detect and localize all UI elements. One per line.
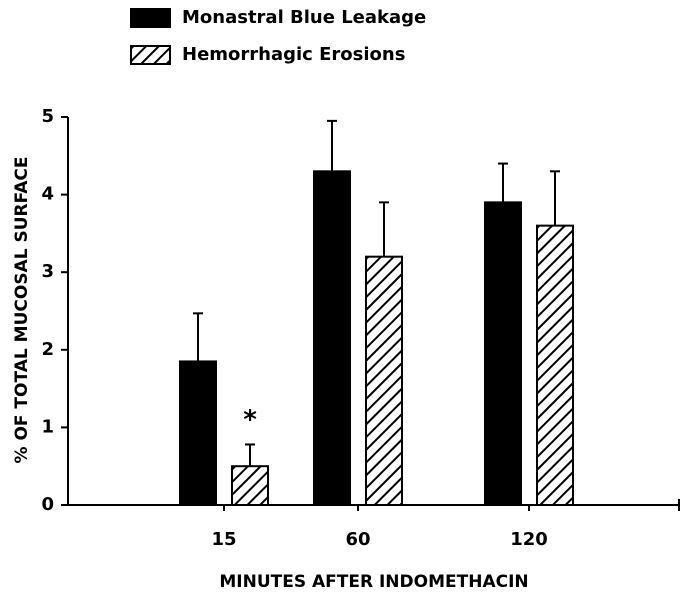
bar: [179, 360, 217, 506]
legend-swatch: [130, 45, 171, 65]
x-tick-label: 15: [211, 529, 236, 550]
y-tick-label: 1: [41, 416, 54, 437]
x-axis-label: MINUTES AFTER INDOMETHACIN: [219, 572, 528, 592]
y-tick-label: 0: [41, 494, 54, 515]
x-tick-label: 60: [345, 529, 370, 550]
x-tick-label: 120: [510, 529, 548, 550]
y-tick-label: 2: [41, 339, 54, 360]
bar: [365, 255, 403, 506]
y-axis-label: % OF TOTAL MUCOSAL SURFACE: [12, 156, 32, 463]
y-tick-label: 5: [41, 106, 54, 127]
legend-label: Monastral Blue Leakage: [182, 7, 426, 28]
bar: [536, 224, 574, 506]
legend-swatch: [130, 8, 171, 28]
y-tick-label: 3: [41, 261, 54, 282]
legend-label: Hemorrhagic Erosions: [182, 44, 405, 65]
y-tick-label: 4: [41, 184, 54, 205]
bar: [484, 201, 522, 507]
annotation: *: [243, 405, 257, 435]
bar: [231, 465, 269, 507]
bar: [313, 170, 351, 506]
